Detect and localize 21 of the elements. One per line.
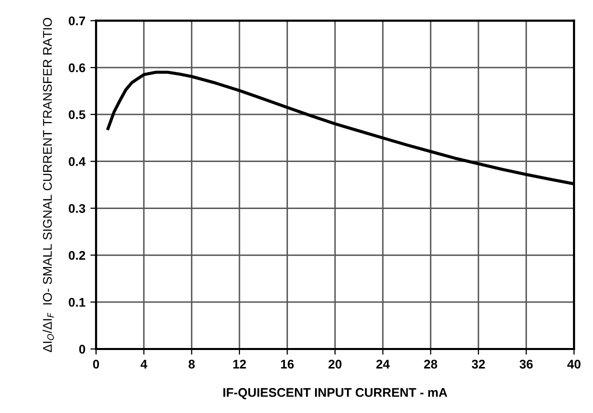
y-tick-label: 0.3	[68, 204, 86, 213]
y-tick-label: 0.5	[68, 110, 86, 120]
x-tick-label: 32	[472, 360, 485, 369]
x-tick-label: 12	[233, 360, 246, 368]
x-tick-label: 20	[328, 360, 342, 369]
y-tick-label: 0.7	[68, 16, 86, 26]
x-tick-label: 4	[140, 360, 148, 368]
y-tick-label: 0.2	[68, 250, 86, 260]
y-tick-label: 0.6	[68, 63, 86, 72]
x-tick-label: 16	[281, 360, 294, 369]
x-tick-label: 0	[93, 360, 100, 369]
x-tick-label: 8	[188, 360, 195, 369]
x-tick-label: 24	[376, 360, 390, 368]
x-tick-label: 40	[567, 360, 580, 369]
x-tick-label: 28	[424, 360, 438, 369]
y-tick-label: 0.1	[68, 298, 86, 307]
x-tick-label: 36	[520, 360, 533, 369]
y-tick-label: 0	[79, 344, 86, 354]
y-tick-label: 0.4	[68, 157, 86, 166]
x-axis-title: IF-QUIESCENT INPUT CURRENT - mA	[223, 388, 448, 400]
y-axis-title: ΔI$_{O}$/ΔI$_{F}$ IO- SMALL SIGNAL CURRENT TRANSFER RATIO	[42, 18, 54, 352]
